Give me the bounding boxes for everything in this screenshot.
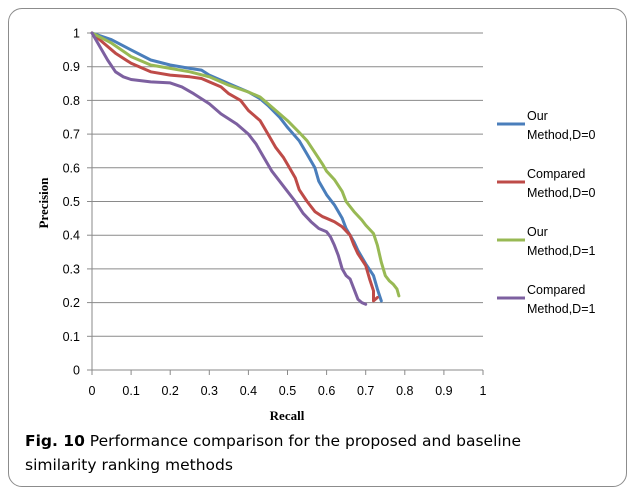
- legend-label: Compared: [527, 167, 585, 181]
- grid-lines: [92, 32, 483, 337]
- y-tick-label: 0.5: [63, 195, 80, 209]
- x-tick-label: 0.2: [162, 384, 179, 398]
- legend-label: Method,D=1: [527, 244, 595, 258]
- y-tick-label: 0.8: [63, 94, 80, 108]
- series-line-our-method-d-1: [90, 31, 401, 298]
- tick-labels: 0 0.1 0.2 0.3 0.4 0.5 0.6 0.7 0.8 0.9 1 0 0.1 0.2 0.3 0…: [63, 27, 487, 399]
- x-tick-label: 1: [480, 384, 487, 398]
- legend-label: Method,D=0: [527, 128, 595, 142]
- legend-label: Method,D=1: [527, 302, 595, 316]
- y-tick-label: 0.2: [63, 296, 80, 310]
- y-tick-label: 0.3: [63, 262, 80, 276]
- x-axis-title: Recall: [270, 408, 305, 423]
- y-tick-label: 0.7: [63, 128, 80, 142]
- y-tick-label: 0: [73, 364, 80, 378]
- figure-label: Fig. 10: [25, 432, 85, 450]
- y-tick-label: 0.1: [63, 330, 80, 344]
- figure-frame: [8, 8, 627, 487]
- y-axis-title: Precision: [36, 177, 51, 229]
- series-line-our-method-d-0: [90, 31, 383, 303]
- y-tick-label: 1: [73, 27, 80, 41]
- legend-label: Our: [527, 109, 548, 123]
- x-tick-label: 0.8: [396, 384, 413, 398]
- series-line-compared-method-d-1: [90, 31, 368, 306]
- legend-label: Our: [527, 225, 548, 239]
- axes: [87, 32, 484, 375]
- legend-label: Compared: [527, 283, 585, 297]
- x-tick-label: 0.9: [435, 384, 452, 398]
- x-tick-label: 0.3: [201, 384, 218, 398]
- y-tick-label: 0.6: [63, 161, 80, 175]
- legend-label: Method,D=0: [527, 186, 595, 200]
- y-tick-label: 0.9: [63, 60, 80, 74]
- series-line-compared-method-d-0: [90, 31, 379, 303]
- x-tick-label: 0.5: [279, 384, 296, 398]
- series-lines: [90, 31, 401, 306]
- figure-caption-text: Performance comparison for the proposed …: [25, 432, 522, 474]
- figure-caption: Fig. 10 Performance comparison for the p…: [25, 429, 595, 477]
- x-tick-label: 0.1: [122, 384, 139, 398]
- x-tick-label: 0.6: [318, 384, 335, 398]
- x-tick-label: 0.7: [357, 384, 374, 398]
- y-tick-label: 0.4: [63, 229, 80, 243]
- x-tick-label: 0.4: [240, 384, 257, 398]
- x-tick-label: 0: [89, 384, 96, 398]
- legend: Our Method,D=0 Compared Method,D=0 Our Method…: [497, 109, 595, 316]
